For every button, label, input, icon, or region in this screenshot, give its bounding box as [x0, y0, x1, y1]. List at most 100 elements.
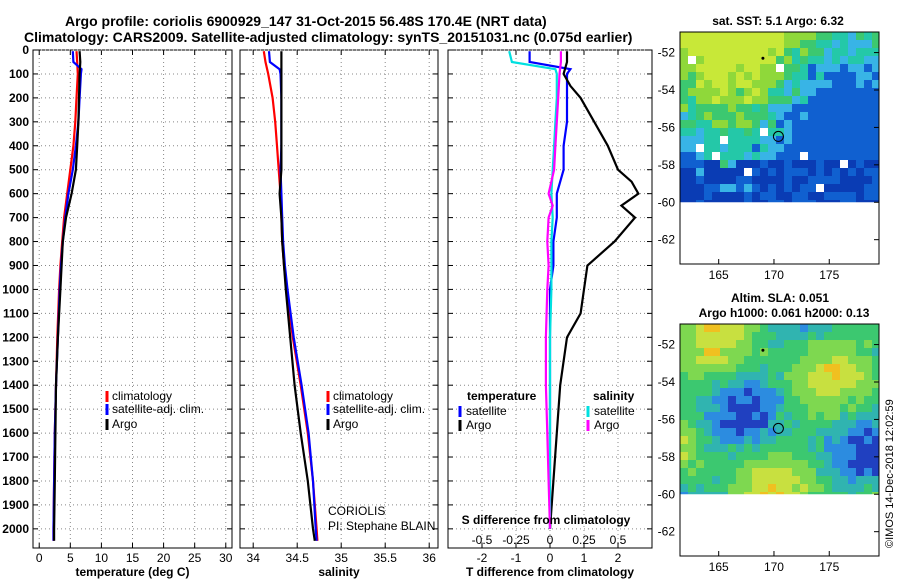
map-cell [824, 332, 832, 340]
map-cell [704, 492, 712, 495]
map-cell [776, 88, 784, 96]
map-cell [832, 32, 840, 40]
map-cell [736, 444, 744, 452]
map-cell [680, 72, 688, 80]
map-cell [728, 192, 736, 200]
map-cell [800, 200, 808, 203]
map-cell [736, 420, 744, 428]
map-cell [856, 380, 864, 388]
map-cell [736, 428, 744, 436]
map-cell [792, 40, 800, 48]
map-cell [800, 32, 808, 40]
map-cell [800, 120, 808, 128]
map-cell [752, 48, 760, 56]
map-cell [784, 72, 792, 80]
map-cell [736, 136, 744, 144]
map-cell [832, 96, 840, 104]
map-cell [688, 136, 696, 144]
map-cell [728, 200, 736, 203]
map-cell [872, 56, 879, 64]
map-cell [680, 152, 688, 160]
map-cell [720, 484, 728, 492]
map-cell [696, 364, 704, 372]
map-cell [848, 192, 856, 200]
map-cell [728, 412, 736, 420]
legend-label: Argo [466, 418, 492, 432]
map-cell [808, 388, 816, 396]
map-cell [816, 404, 824, 412]
map-cell [736, 160, 744, 168]
legend-label: satellite-adj. clim. [333, 402, 425, 416]
map-cell [832, 88, 840, 96]
map-cell [776, 460, 784, 468]
map-cell [856, 112, 864, 120]
map-cell [872, 128, 879, 136]
map-cell [680, 136, 688, 144]
map-cell [760, 420, 768, 428]
map-cell [840, 80, 848, 88]
map-cell [800, 332, 808, 340]
map-cell [848, 428, 856, 436]
map-cell [808, 396, 816, 404]
map-cell [776, 32, 784, 40]
map-cell [840, 128, 848, 136]
map-cell [680, 112, 688, 120]
map-cell [840, 192, 848, 200]
map-cell [824, 160, 832, 168]
map-cell [848, 332, 856, 340]
map-cell [800, 104, 808, 112]
map-cell [824, 340, 832, 348]
map-cell [760, 404, 768, 412]
map-cell [864, 72, 872, 80]
map-cell [808, 372, 816, 380]
map-cell [792, 48, 800, 56]
map-cell [800, 160, 808, 168]
map-cell [760, 168, 768, 176]
map-cell [688, 184, 696, 192]
map-cell [752, 104, 760, 112]
map-cell [856, 104, 864, 112]
map-cell [696, 460, 704, 468]
map-cell [704, 428, 712, 436]
map-y-tick-label: -60 [658, 487, 676, 501]
map-cell [760, 80, 768, 88]
map-cell [704, 88, 712, 96]
series-line-salinity-argo [544, 51, 563, 529]
map-cell [712, 32, 720, 40]
map-cell [752, 200, 760, 203]
map-cell [776, 476, 784, 484]
map-cell [728, 48, 736, 56]
map-cell [696, 136, 704, 144]
map-cell [704, 396, 712, 404]
map-cell [680, 184, 688, 192]
map-cell [800, 380, 808, 388]
map-cell [736, 56, 744, 64]
map-cell [840, 348, 848, 356]
map-cell [752, 372, 760, 380]
map-cell [760, 396, 768, 404]
x-tick-label: -2 [477, 551, 488, 565]
map-cell [856, 428, 864, 436]
map-cell [800, 452, 808, 460]
map-cell [856, 420, 864, 428]
map-cell [736, 176, 744, 184]
map-cell [728, 168, 736, 176]
map-cell [840, 396, 848, 404]
map-cell [864, 452, 872, 460]
map-cell [808, 48, 816, 56]
map-cell [808, 436, 816, 444]
map-cell [824, 184, 832, 192]
map-cell [768, 184, 776, 192]
map-cell [856, 168, 864, 176]
map-y-tick-label: -56 [658, 412, 676, 426]
map-cell [864, 144, 872, 152]
map-cell [840, 364, 848, 372]
map-cell [864, 32, 872, 40]
map-cell [680, 476, 688, 484]
map-cell [864, 96, 872, 104]
map-cell [728, 348, 736, 356]
y-tick-label: 0 [22, 43, 29, 57]
map-cell [784, 468, 792, 476]
map-cell [848, 372, 856, 380]
map-cell [768, 468, 776, 476]
